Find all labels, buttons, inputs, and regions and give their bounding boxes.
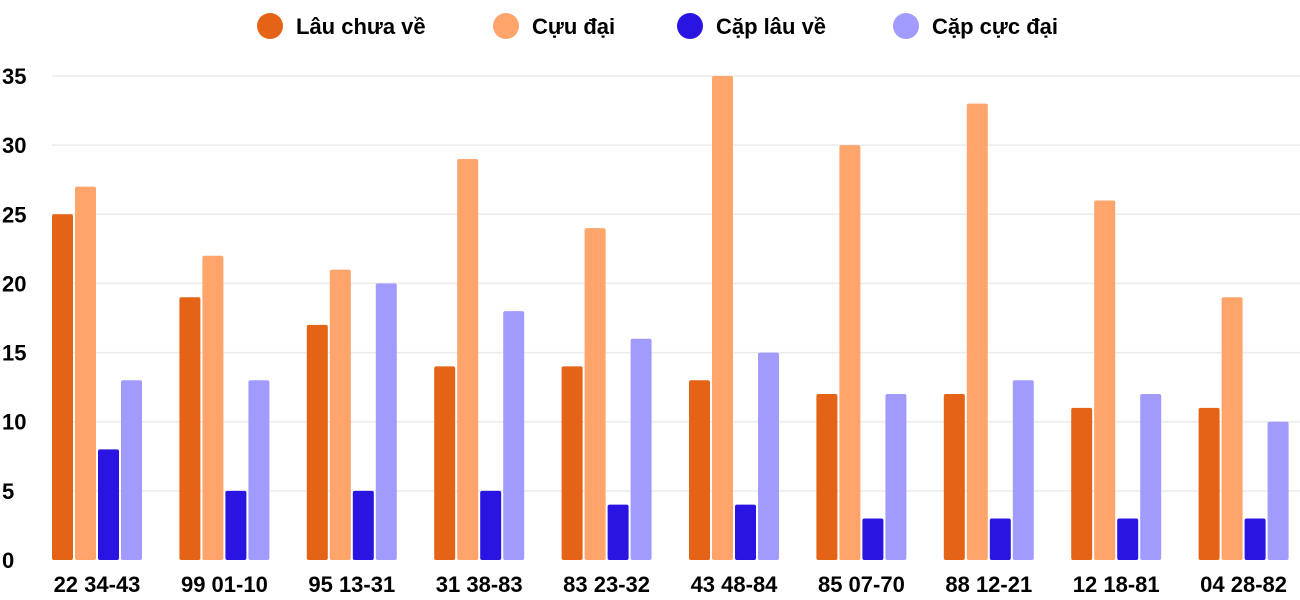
- legend-marker: [493, 13, 519, 39]
- y-tick-label: 15: [2, 341, 26, 366]
- y-tick-label: 30: [2, 133, 26, 158]
- bar: [885, 394, 907, 560]
- bar: [816, 394, 838, 560]
- bar: [758, 352, 779, 560]
- bar: [607, 504, 629, 560]
- bar: [1012, 380, 1034, 560]
- bar: [121, 380, 142, 560]
- bar: [75, 186, 96, 560]
- bar: [1140, 394, 1162, 560]
- bar: [1198, 407, 1220, 560]
- legend-label: Cặp cực đại: [932, 14, 1058, 39]
- x-tick-label: 95 13-31: [308, 572, 395, 597]
- bar: [306, 324, 328, 560]
- bar: [503, 311, 525, 560]
- bar: [375, 283, 397, 560]
- x-tick-label: 22 34-43: [54, 572, 141, 597]
- bar: [352, 490, 374, 560]
- bar: [584, 228, 606, 560]
- bar: [1221, 297, 1243, 560]
- bar: [689, 380, 710, 560]
- bar: [1094, 200, 1116, 560]
- bar: [862, 518, 884, 560]
- bar: [735, 504, 756, 560]
- bar: [457, 158, 479, 560]
- bar: [52, 214, 73, 561]
- bar: [712, 76, 733, 560]
- bar: [179, 297, 201, 560]
- bar: [1267, 421, 1289, 560]
- y-tick-label: 25: [2, 202, 26, 227]
- legend-label: Cựu đại: [532, 14, 615, 39]
- legend-label: Lâu chưa về: [296, 14, 426, 39]
- bar: [1071, 407, 1093, 560]
- bar: [248, 380, 270, 560]
- bar: [480, 490, 502, 560]
- x-tick-label: 04 28-82: [1200, 572, 1287, 597]
- legend-label: Cặp lâu về: [716, 14, 826, 39]
- bar: [434, 366, 456, 560]
- legend-marker: [677, 13, 703, 39]
- bar: [966, 103, 988, 561]
- legend: Lâu chưa về Cựu đại Cặp lâu về Cặp cực đại: [257, 13, 1058, 39]
- y-tick-label: 20: [2, 271, 26, 296]
- bar: [202, 255, 224, 560]
- y-tick-label: 35: [2, 64, 26, 89]
- x-axis: 22 34-43 99 01-10 95 13-31 31 38-83 83 23-32…: [54, 572, 1287, 597]
- x-tick-label: 43 48-84: [691, 572, 779, 597]
- bar: [225, 490, 247, 560]
- bar: [1244, 518, 1266, 560]
- legend-marker: [893, 13, 919, 39]
- bar: [989, 518, 1011, 560]
- y-tick-label: 5: [2, 479, 14, 504]
- bar: [630, 338, 652, 560]
- bar: [561, 366, 583, 560]
- legend-marker: [257, 13, 283, 39]
- y-tick-label: 0: [2, 548, 14, 573]
- y-tick-label: 10: [2, 410, 26, 435]
- x-tick-label: 12 18-81: [1073, 572, 1160, 597]
- bar: [1117, 518, 1139, 560]
- x-tick-label: 88 12-21: [945, 572, 1032, 597]
- x-tick-label: 85 07-70: [818, 572, 905, 597]
- x-tick-label: 99 01-10: [181, 572, 268, 597]
- bars: [52, 76, 1289, 561]
- bar: [329, 269, 351, 560]
- bar: [98, 449, 119, 560]
- bar: [839, 145, 861, 560]
- bar: [943, 394, 965, 560]
- x-tick-label: 31 38-83: [436, 572, 523, 597]
- x-tick-label: 83 23-32: [563, 572, 650, 597]
